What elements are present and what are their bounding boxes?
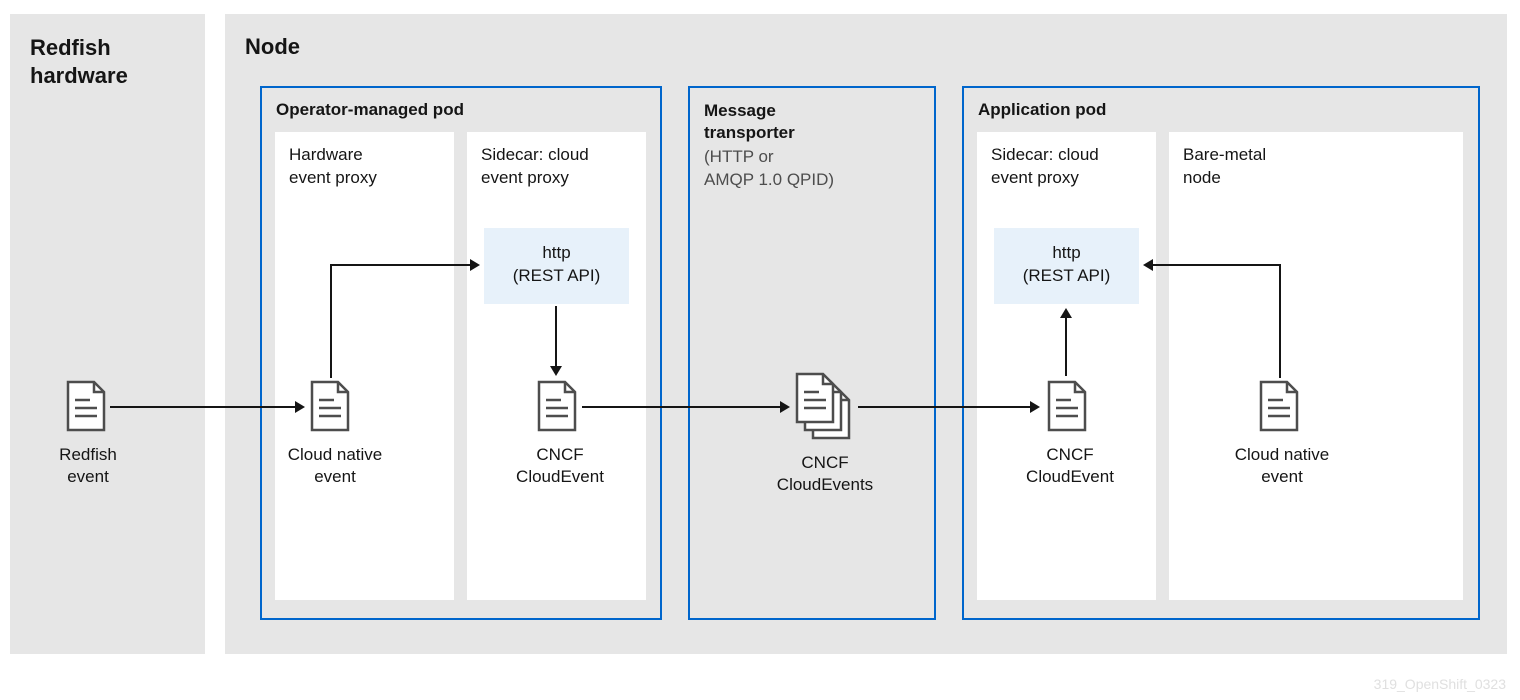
box-message-transporter: Message transporter (HTTP or AMQP 1.0 QP… bbox=[688, 86, 936, 620]
box-http-rest-api-1: http (REST API) bbox=[484, 228, 629, 304]
text: CloudEvent bbox=[1026, 467, 1114, 486]
arrow-3-head bbox=[550, 366, 562, 376]
text: Hardware bbox=[289, 145, 363, 164]
label-bare-metal: Bare-metal node bbox=[1183, 144, 1266, 190]
text: transporter bbox=[704, 123, 795, 142]
text: CloudEvents bbox=[777, 475, 873, 494]
document-icon bbox=[1257, 380, 1301, 434]
box-http-rest-api-2: http (REST API) bbox=[994, 228, 1139, 304]
panel-redfish-hardware: Redfish hardware bbox=[10, 14, 205, 654]
arrow-1 bbox=[110, 406, 295, 408]
doc-icon-cloud-native-event-2 bbox=[1257, 380, 1301, 439]
caption-cncf-cloudevent-2: CNCF CloudEvent bbox=[1005, 444, 1135, 488]
arrow-6 bbox=[1065, 318, 1067, 376]
text: event proxy bbox=[991, 168, 1079, 187]
document-icon bbox=[308, 380, 352, 434]
arrow-7-v bbox=[1279, 264, 1281, 378]
arrow-5-head bbox=[1030, 401, 1040, 413]
arrow-6-head bbox=[1060, 308, 1072, 318]
text: Message bbox=[704, 101, 776, 120]
text: event bbox=[1261, 467, 1303, 486]
arrow-4-head bbox=[780, 401, 790, 413]
text: CloudEvent bbox=[516, 467, 604, 486]
arrow-7-head bbox=[1143, 259, 1153, 271]
label-sidecar-1: Sidecar: cloud event proxy bbox=[481, 144, 589, 190]
box-subtitle-message-transporter: (HTTP or AMQP 1.0 QPID) bbox=[704, 146, 834, 192]
text: http bbox=[542, 243, 570, 262]
panel-title-node: Node bbox=[245, 34, 300, 60]
text: CNCF bbox=[536, 445, 583, 464]
panel-title-redfish: Redfish hardware bbox=[30, 34, 128, 89]
arrow-1-head bbox=[295, 401, 305, 413]
caption-cncf-cloudevents-stack: CNCF CloudEvents bbox=[755, 452, 895, 496]
doc-icon-cloud-native-event-1 bbox=[308, 380, 352, 439]
text: AMQP 1.0 QPID) bbox=[704, 170, 834, 189]
text: (HTTP or bbox=[704, 147, 774, 166]
text: http bbox=[1052, 243, 1080, 262]
text: Bare-metal bbox=[1183, 145, 1266, 164]
label-http-2: http (REST API) bbox=[994, 242, 1139, 288]
text: CNCF bbox=[801, 453, 848, 472]
text: Redfish bbox=[59, 445, 117, 464]
box-title-application-pod: Application pod bbox=[978, 100, 1106, 120]
caption-cncf-cloudevent-1: CNCF CloudEvent bbox=[495, 444, 625, 488]
text: Cloud native bbox=[288, 445, 383, 464]
caption-cloud-native-event-2: Cloud native event bbox=[1217, 444, 1347, 488]
label-hardware-event-proxy: Hardware event proxy bbox=[289, 144, 377, 190]
watermark-text: 319_OpenShift_0323 bbox=[1374, 676, 1506, 692]
text: (REST API) bbox=[1023, 266, 1111, 285]
text: event bbox=[67, 467, 109, 486]
doc-icon-cncf-cloudevents-stack bbox=[793, 372, 855, 447]
text: event proxy bbox=[289, 168, 377, 187]
text: hardware bbox=[30, 63, 128, 88]
label-http-1: http (REST API) bbox=[484, 242, 629, 288]
text: event proxy bbox=[481, 168, 569, 187]
arrow-2-head bbox=[470, 259, 480, 271]
arrow-2-v bbox=[330, 264, 332, 378]
arrow-3 bbox=[555, 306, 557, 366]
arrow-4 bbox=[582, 406, 780, 408]
text: Sidecar: cloud bbox=[481, 145, 589, 164]
text: Sidecar: cloud bbox=[991, 145, 1099, 164]
text: (REST API) bbox=[513, 266, 601, 285]
text: node bbox=[1183, 168, 1221, 187]
doc-icon-cncf-cloudevent-1 bbox=[535, 380, 579, 439]
arrow-7-h bbox=[1153, 264, 1281, 266]
document-icon bbox=[1045, 380, 1089, 434]
text: event bbox=[314, 467, 356, 486]
label-sidecar-2: Sidecar: cloud event proxy bbox=[991, 144, 1099, 190]
arrow-2-h bbox=[330, 264, 470, 266]
caption-cloud-native-event-1: Cloud native event bbox=[270, 444, 400, 488]
document-stack-icon bbox=[793, 372, 855, 442]
doc-icon-cncf-cloudevent-2 bbox=[1045, 380, 1089, 439]
box-bare-metal-node: Bare-metal node bbox=[1169, 132, 1463, 600]
box-title-message-transporter: Message transporter bbox=[704, 100, 795, 144]
document-icon bbox=[64, 380, 108, 434]
box-title-operator-pod: Operator-managed pod bbox=[276, 100, 464, 120]
text: Redfish bbox=[30, 35, 111, 60]
box-hardware-event-proxy: Hardware event proxy bbox=[275, 132, 454, 600]
text: Cloud native bbox=[1235, 445, 1330, 464]
document-icon bbox=[535, 380, 579, 434]
arrow-5 bbox=[858, 406, 1030, 408]
caption-redfish-event: Redfish event bbox=[28, 444, 148, 488]
text: CNCF bbox=[1046, 445, 1093, 464]
doc-icon-redfish-event bbox=[64, 380, 108, 439]
